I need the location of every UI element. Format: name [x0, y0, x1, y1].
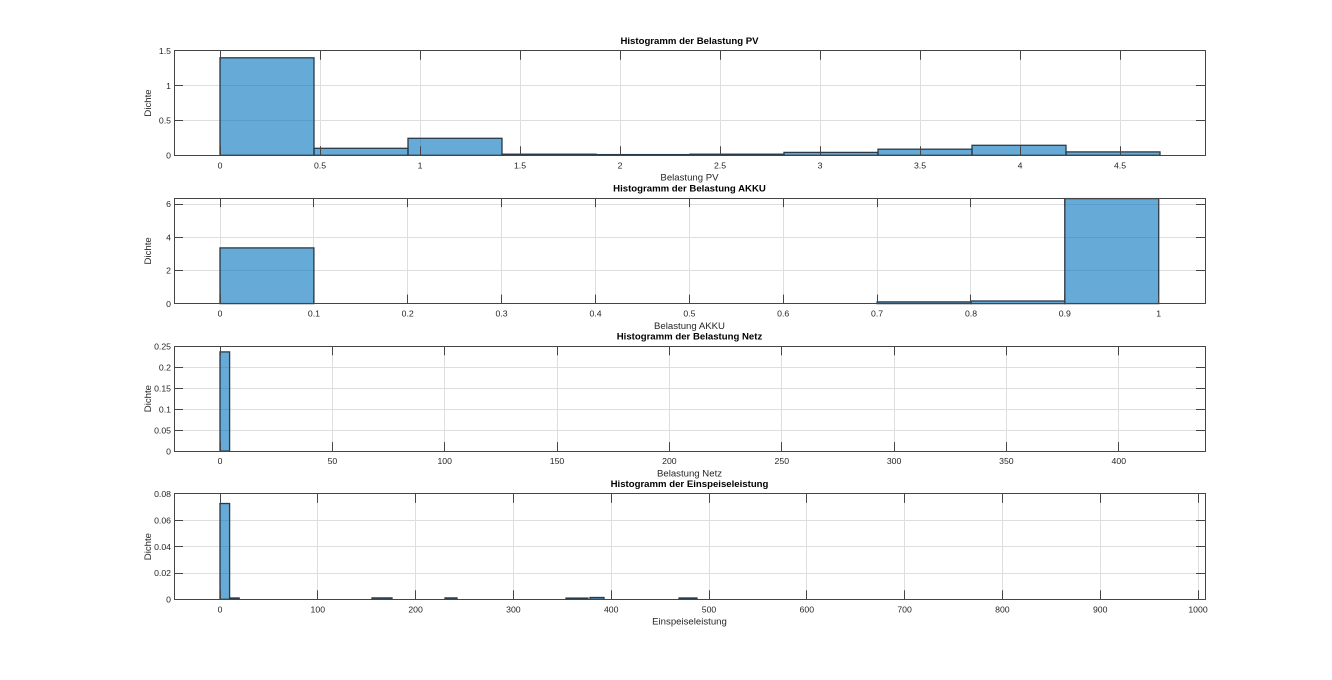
svg-text:Dichte: Dichte — [143, 237, 154, 264]
svg-text:0.9: 0.9 — [1059, 309, 1071, 319]
svg-text:6: 6 — [166, 199, 171, 209]
svg-text:Dichte: Dichte — [143, 385, 154, 412]
svg-text:50: 50 — [328, 456, 338, 466]
svg-text:100: 100 — [437, 456, 452, 466]
svg-text:Belastung Netz: Belastung Netz — [657, 468, 722, 479]
svg-text:150: 150 — [550, 456, 565, 466]
svg-text:0.5: 0.5 — [159, 116, 171, 126]
svg-text:400: 400 — [1112, 456, 1127, 466]
svg-text:1: 1 — [166, 81, 171, 91]
svg-text:2: 2 — [166, 266, 171, 276]
svg-text:4.5: 4.5 — [1114, 160, 1126, 170]
svg-text:0: 0 — [218, 160, 223, 170]
svg-text:0.7: 0.7 — [871, 309, 883, 319]
svg-text:0.02: 0.02 — [154, 568, 171, 578]
svg-text:0.05: 0.05 — [154, 425, 171, 435]
svg-text:0.4: 0.4 — [589, 309, 601, 319]
svg-text:0.3: 0.3 — [496, 309, 508, 319]
svg-text:200: 200 — [408, 604, 423, 614]
svg-text:0.06: 0.06 — [154, 516, 171, 526]
svg-text:2.5: 2.5 — [714, 160, 726, 170]
svg-text:1: 1 — [418, 160, 423, 170]
svg-text:300: 300 — [887, 456, 902, 466]
svg-text:0.08: 0.08 — [154, 489, 171, 499]
svg-text:0: 0 — [218, 309, 223, 319]
svg-text:Dichte: Dichte — [143, 533, 154, 560]
svg-text:0.04: 0.04 — [154, 542, 171, 552]
svg-text:500: 500 — [702, 604, 717, 614]
svg-text:0.8: 0.8 — [965, 309, 977, 319]
svg-text:Histogramm der Belastung AKKU: Histogramm der Belastung AKKU — [613, 183, 766, 194]
svg-text:Belastung AKKU: Belastung AKKU — [654, 321, 725, 332]
svg-text:300: 300 — [506, 604, 521, 614]
svg-text:700: 700 — [897, 604, 912, 614]
svg-text:Einspeiseleistung: Einspeiseleistung — [652, 617, 727, 628]
svg-text:400: 400 — [604, 604, 619, 614]
svg-text:Histogramm der Einspeiseleistu: Histogramm der Einspeiseleistung — [611, 479, 769, 490]
svg-text:1.5: 1.5 — [159, 46, 171, 56]
svg-text:0: 0 — [166, 151, 171, 161]
svg-text:0: 0 — [166, 299, 171, 309]
svg-text:Histogramm der Belastung PV: Histogramm der Belastung PV — [620, 36, 759, 47]
svg-text:3: 3 — [818, 160, 823, 170]
svg-text:0: 0 — [166, 446, 171, 456]
svg-text:0.1: 0.1 — [159, 404, 171, 414]
svg-text:4: 4 — [166, 232, 171, 242]
svg-text:0: 0 — [218, 604, 223, 614]
svg-text:Histogramm der Belastung Netz: Histogramm der Belastung Netz — [617, 332, 763, 343]
svg-text:0: 0 — [218, 456, 223, 466]
svg-text:0.6: 0.6 — [777, 309, 789, 319]
svg-text:0.2: 0.2 — [159, 362, 171, 372]
svg-text:350: 350 — [999, 456, 1014, 466]
svg-text:Belastung PV: Belastung PV — [660, 173, 719, 184]
svg-text:900: 900 — [1093, 604, 1108, 614]
svg-text:2: 2 — [618, 160, 623, 170]
svg-text:250: 250 — [775, 456, 790, 466]
svg-text:0.1: 0.1 — [308, 309, 320, 319]
svg-text:0.5: 0.5 — [683, 309, 695, 319]
svg-text:1.5: 1.5 — [514, 160, 526, 170]
svg-text:200: 200 — [662, 456, 677, 466]
svg-text:0.2: 0.2 — [402, 309, 414, 319]
svg-text:0: 0 — [166, 595, 171, 605]
svg-text:1: 1 — [1156, 309, 1161, 319]
svg-text:0.25: 0.25 — [154, 341, 171, 351]
svg-text:3.5: 3.5 — [914, 160, 926, 170]
svg-text:0.15: 0.15 — [154, 383, 171, 393]
svg-text:4: 4 — [1018, 160, 1023, 170]
svg-text:1000: 1000 — [1188, 604, 1207, 614]
svg-text:600: 600 — [800, 604, 815, 614]
svg-text:100: 100 — [311, 604, 326, 614]
svg-text:0.5: 0.5 — [314, 160, 326, 170]
svg-text:800: 800 — [995, 604, 1010, 614]
svg-text:Dichte: Dichte — [143, 89, 154, 116]
